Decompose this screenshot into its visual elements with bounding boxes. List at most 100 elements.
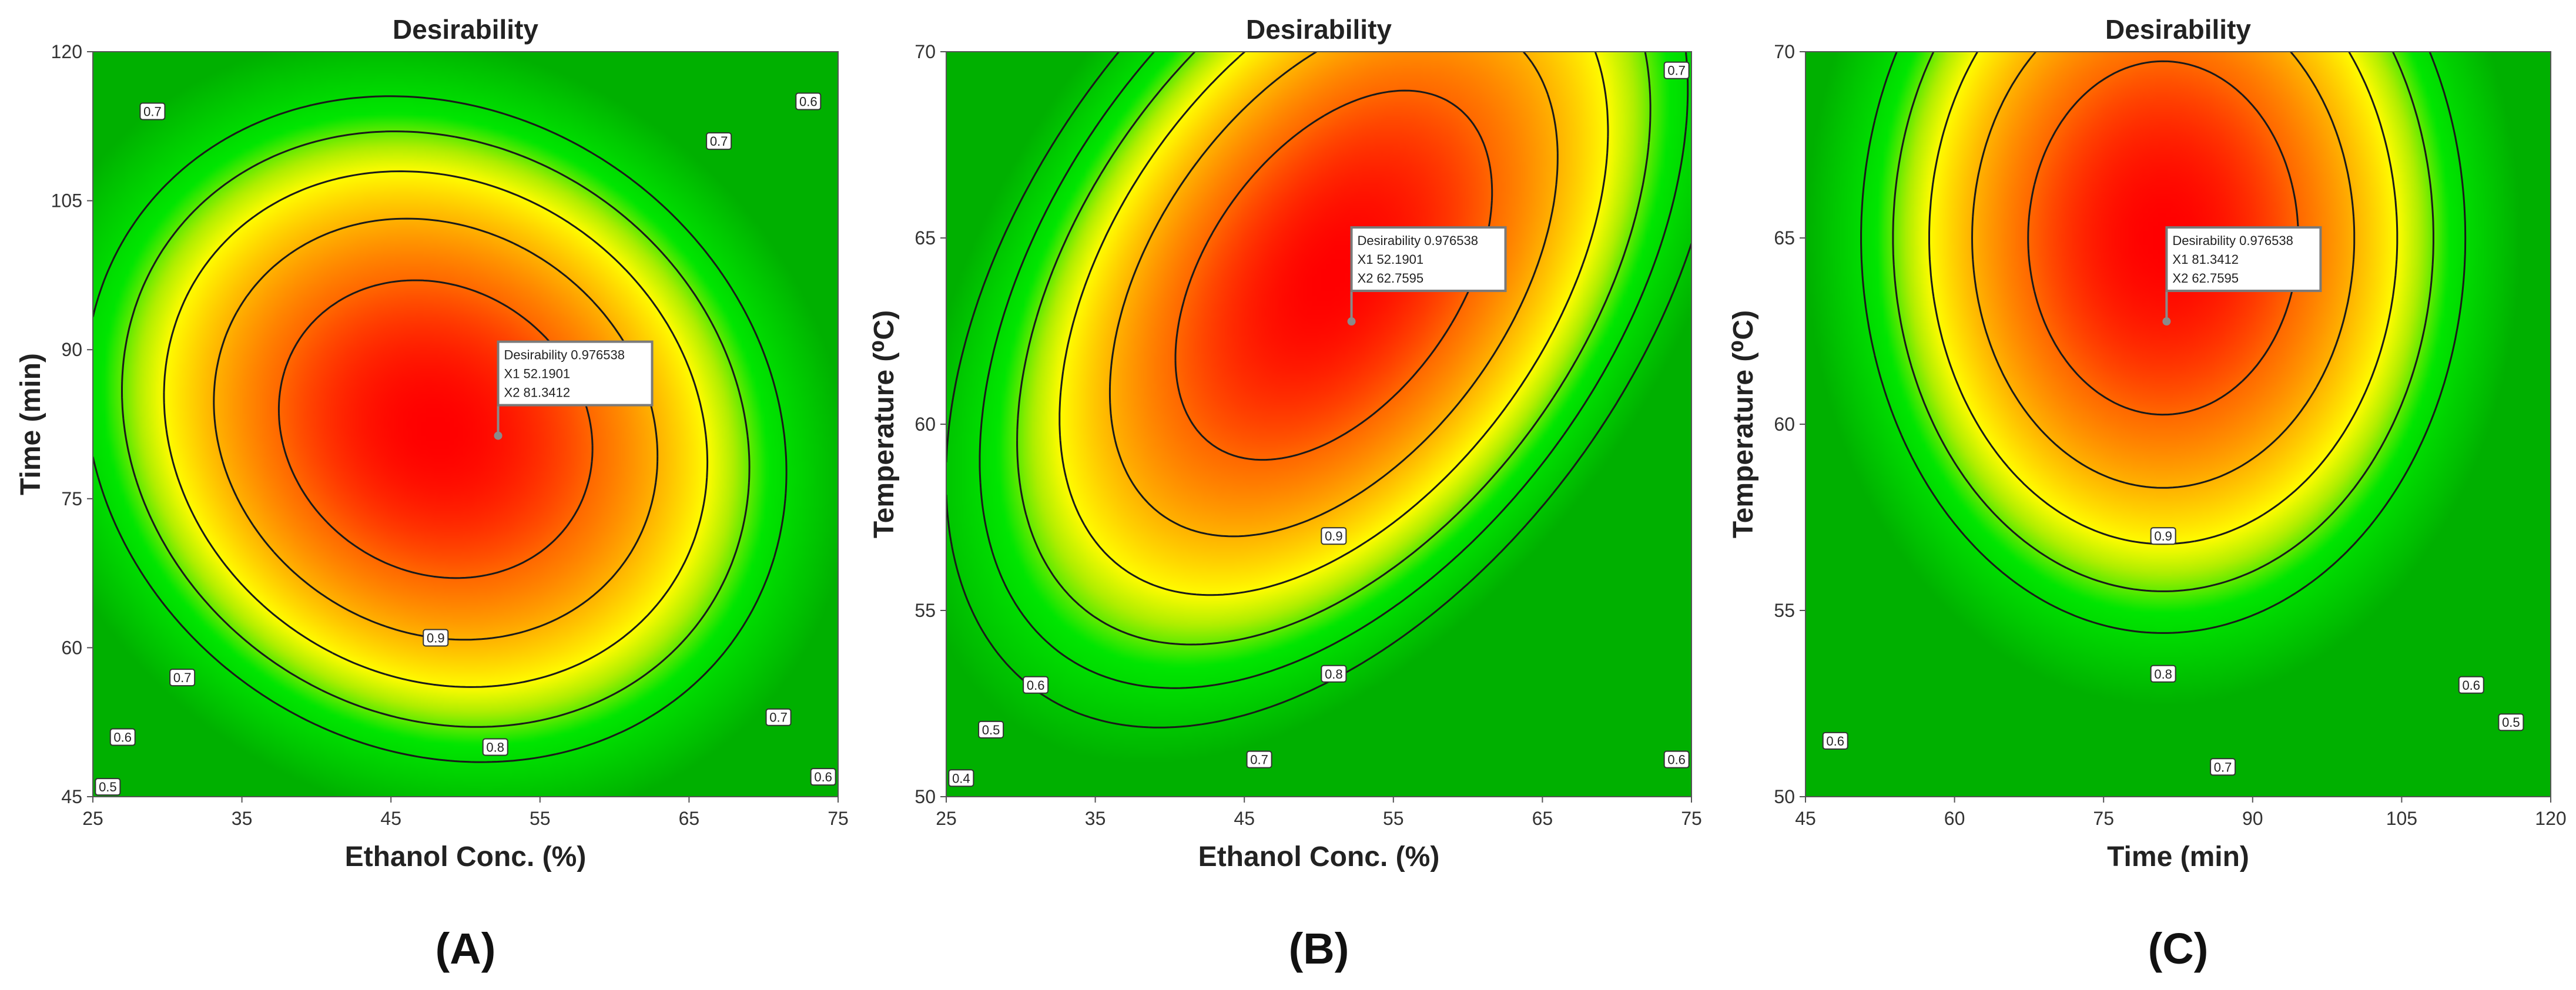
- svg-text:0.7: 0.7: [143, 104, 162, 119]
- desirability-heatmap: [946, 52, 1691, 797]
- svg-text:0.7: 0.7: [769, 710, 788, 725]
- x-tick-label: 25: [82, 808, 103, 829]
- contour-line-0.6: [121, 130, 751, 728]
- contour-label: 0.6: [795, 92, 822, 110]
- svg-text:X1 52.1901: X1 52.1901: [1358, 252, 1424, 267]
- panel-letter: (C): [2148, 924, 2209, 973]
- x-axis-label: Ethanol Conc. (%): [1198, 841, 1440, 872]
- optimum-point: [1347, 317, 1356, 326]
- contour-line-0.8: [1971, 52, 2356, 489]
- x-tick-label: 35: [232, 808, 253, 829]
- x-tick-label: 65: [679, 808, 700, 829]
- y-tick-label: 55: [915, 600, 936, 621]
- svg-text:0.6: 0.6: [799, 95, 818, 109]
- contour-label: 0.9: [1321, 527, 1347, 545]
- svg-text:0.6: 0.6: [2462, 678, 2480, 693]
- x-tick-label: 45: [1234, 808, 1255, 829]
- y-tick-label: 70: [915, 41, 936, 62]
- y-tick-label: 105: [51, 190, 82, 212]
- svg-text:X2 81.3412: X2 81.3412: [504, 385, 571, 400]
- svg-text:0.4: 0.4: [952, 771, 970, 786]
- x-tick-label: 55: [530, 808, 551, 829]
- contour-label: 0.7: [139, 102, 166, 120]
- panel-letter: (A): [436, 924, 496, 973]
- x-tick-label: 75: [2093, 808, 2114, 829]
- contour-line-0.5: [93, 95, 788, 763]
- svg-text:0.7: 0.7: [1667, 63, 1686, 78]
- contour-label: 0.6: [1023, 676, 1049, 694]
- y-tick-label: 55: [1774, 600, 1795, 621]
- panel-title: Desirability: [393, 14, 538, 45]
- contour-label: 0.9: [423, 629, 449, 647]
- contour-label: 0.6: [1822, 731, 1848, 750]
- x-tick-label: 75: [828, 808, 849, 829]
- contour-panel-2: 0.9 0.8 0.7 0.7 0.6 0.6 0.5 0.4 25 35 45 55 65 75 50 55…: [869, 14, 1702, 973]
- contour-line-0.5: [1860, 52, 2467, 634]
- contour-label: 0.8: [2150, 665, 2176, 683]
- contour-label: 0.6: [1663, 750, 1690, 768]
- y-tick-label: 120: [51, 41, 82, 62]
- x-axis-label: Ethanol Conc. (%): [345, 841, 587, 872]
- panel-title: Desirability: [2105, 14, 2251, 45]
- x-tick-label: 105: [2386, 808, 2417, 829]
- svg-text:0.7: 0.7: [2214, 760, 2232, 774]
- contour-line-0.6: [1016, 52, 1652, 646]
- svg-text:0.8: 0.8: [1325, 667, 1343, 682]
- panel-letter: (B): [1289, 924, 1349, 973]
- x-tick-label: 120: [2535, 808, 2566, 829]
- contour-label: 0.9: [2150, 527, 2176, 545]
- contour-label: 0.7: [706, 132, 732, 150]
- svg-text:0.5: 0.5: [99, 780, 117, 794]
- y-tick-label: 45: [61, 786, 82, 807]
- y-tick-label: 60: [61, 637, 82, 658]
- svg-text:0.6: 0.6: [1027, 678, 1045, 693]
- svg-text:0.9: 0.9: [2154, 529, 2172, 543]
- contour-line-0.6: [1892, 52, 2434, 592]
- contour-line-0.4: [946, 52, 1691, 729]
- svg-text:0.6: 0.6: [1667, 753, 1686, 767]
- contour-line-0.7: [163, 170, 709, 688]
- optimum-point: [494, 431, 503, 440]
- contour-label: 0.6: [810, 768, 836, 786]
- x-tick-label: 65: [1532, 808, 1553, 829]
- svg-text:0.7: 0.7: [1250, 753, 1268, 767]
- svg-text:X2 62.7595: X2 62.7595: [1358, 271, 1424, 286]
- y-tick-label: 90: [61, 339, 82, 360]
- svg-text:0.9: 0.9: [427, 630, 445, 645]
- contour-label: 0.7: [765, 708, 792, 726]
- optimum-flag: Desirability 0.976538 X1 81.3412 X2 62.759…: [2162, 226, 2322, 326]
- svg-text:Desirability 0.976538: Desirability 0.976538: [2172, 233, 2293, 248]
- svg-text:X1 52.1901: X1 52.1901: [504, 367, 571, 381]
- x-tick-label: 45: [380, 808, 401, 829]
- svg-text:X2 62.7595: X2 62.7595: [2172, 271, 2239, 286]
- contour-label: 0.7: [2210, 758, 2236, 776]
- contour-panel-3: 0.9 0.8 0.7 0.6 0.6 0.5 45 60 75 90 105 120 50 55 60 65…: [1728, 14, 2567, 973]
- y-tick-label: 60: [915, 414, 936, 435]
- y-axis-label: Time (min): [15, 353, 46, 495]
- panel-title: Desirability: [1246, 14, 1392, 45]
- svg-text:0.9: 0.9: [1325, 529, 1343, 543]
- contour-line-0.8: [1108, 52, 1559, 538]
- y-axis-label: Temperature (⁰C): [869, 310, 900, 538]
- svg-text:Desirability 0.976538: Desirability 0.976538: [504, 348, 625, 363]
- contour-label: 0.8: [1321, 665, 1347, 683]
- svg-text:Desirability 0.976538: Desirability 0.976538: [1358, 233, 1478, 248]
- desirability-heatmap: [93, 52, 838, 797]
- contour-label: 0.5: [95, 778, 121, 796]
- x-tick-label: 25: [936, 808, 957, 829]
- y-tick-label: 50: [915, 786, 936, 807]
- svg-text:X1 81.3412: X1 81.3412: [2172, 252, 2239, 267]
- contour-label: 0.5: [978, 720, 1004, 739]
- svg-text:0.6: 0.6: [814, 770, 832, 784]
- contour-line-0.7: [1058, 52, 1609, 596]
- svg-text:0.6: 0.6: [1826, 734, 1844, 749]
- x-tick-label: 75: [1681, 808, 1702, 829]
- contour-line-0.5: [979, 52, 1689, 689]
- contour-panel-1: 0.9 0.8 0.7 0.7 0.7 0.7 0.6 0.6 0.6 0.5 25 35 45 55 65…: [15, 14, 849, 973]
- svg-text:0.7: 0.7: [173, 670, 192, 685]
- contour-label: 0.6: [109, 728, 136, 746]
- svg-text:0.5: 0.5: [982, 723, 1000, 737]
- contour-line-0.9: [1174, 89, 1493, 461]
- x-tick-label: 35: [1085, 808, 1106, 829]
